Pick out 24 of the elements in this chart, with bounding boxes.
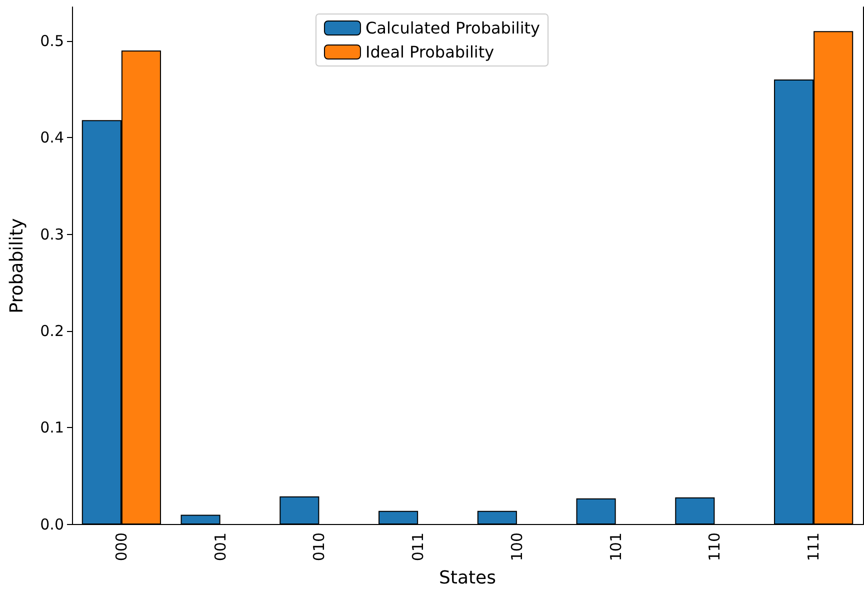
legend-label: Calculated Probability	[365, 18, 540, 38]
x-tick-label: 010	[310, 532, 328, 562]
x-tick-label: 001	[211, 532, 230, 562]
y-tick-label: 0.2	[40, 322, 64, 340]
x-tick-label: 111	[804, 532, 823, 562]
bar	[280, 496, 320, 524]
x-tick-label: 011	[409, 532, 428, 562]
bar	[180, 514, 220, 524]
x-tick-label: 101	[606, 532, 625, 562]
x-tick-label: 100	[508, 532, 526, 562]
y-tick-label: 0.5	[40, 32, 64, 50]
x-tick-label: 000	[112, 532, 130, 562]
bar	[378, 510, 418, 524]
y-tick-label: 0.4	[40, 128, 64, 147]
x-axis-title: States	[438, 568, 496, 588]
y-tick-label: 0.3	[40, 225, 64, 244]
bar	[576, 498, 616, 524]
x-tick-label: 110	[706, 532, 724, 562]
bar	[477, 510, 517, 524]
y-tick-label: 0.0	[40, 515, 64, 534]
legend-label: Ideal Probability	[365, 42, 494, 62]
y-axis-title: Probability	[6, 218, 28, 314]
bar	[675, 497, 715, 524]
y-tick-label: 0.1	[40, 418, 64, 437]
